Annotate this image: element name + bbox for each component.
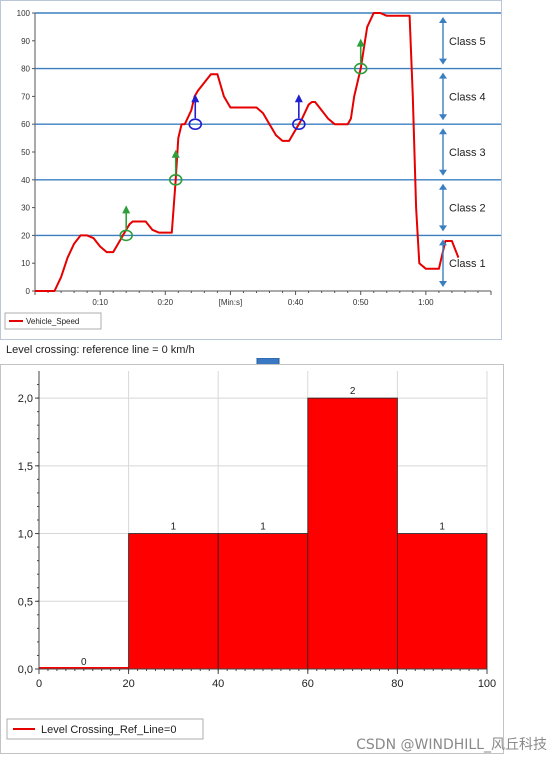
crossing-marker [188,118,203,130]
y-tick-label: 0 [26,287,31,296]
level-crossing-panel: 0 1 1 2 1 0,0 0,5 1,0 1,5 2,0 0 20 40 60 80 100 Level Cr… [0,364,504,754]
histogram-bar [396,533,488,670]
x-tick-label: 0:20 [157,298,173,307]
class-range-arrow-head-icon [439,169,447,176]
class-label: Class 3 [449,147,486,159]
x-tick-label: 0 [36,678,42,690]
chart-caption: Level crossing: reference line = 0 km/h [6,344,195,356]
up-arrow-head-icon [171,149,180,158]
class-range-arrow-head-icon [439,183,447,190]
y-tick-label: 0,0 [18,664,33,676]
class-range-arrow-head-icon [439,128,447,135]
y-tick-label: 80 [21,65,30,74]
class-label: Class 1 [449,258,486,270]
bar-value-label: 1 [260,522,266,533]
bar-value-label: 2 [350,386,356,397]
class-range-arrow-head-icon [439,239,447,246]
histogram-bar [128,533,219,670]
speed-chart-panel: 0 10 20 30 40 50 60 70 80 90 100 0:10 0:20 0:40 0:50 1:… [0,0,502,340]
y-tick-label: 2,0 [18,393,33,405]
y-tick-label: 60 [21,120,30,129]
y-tick-label: 90 [21,37,30,46]
class-range-arrow-head-icon [439,225,447,232]
x-tick-label: 60 [302,678,314,690]
legend-label: Vehicle_Speed [26,317,79,326]
y-tick-label: 0,5 [18,596,33,608]
x-tick-label: 0:50 [353,298,369,307]
x-tick-label: 80 [391,678,403,690]
class-range-arrow-head-icon [439,17,447,23]
legend-box [4,312,102,330]
y-tick-label: 50 [21,148,30,157]
crossing-marker [168,174,183,186]
y-tick-label: 20 [21,231,30,240]
level-crossing-histogram: 0 1 1 2 1 0,0 0,5 1,0 1,5 2,0 0 20 40 60 80 100 Level Cr… [6,371,496,740]
class-label: Class 5 [449,36,486,48]
up-arrow-head-icon [122,205,131,214]
x-tick-label: 0:40 [288,298,304,307]
bar-value-label: 0 [81,657,87,668]
crossing-marker [292,118,306,130]
bar-value-label: 1 [171,522,177,533]
y-tick-label: 40 [21,176,30,185]
x-tick-label: 0:10 [92,298,108,307]
histogram-bar [217,533,309,670]
y-tick-label: 1,0 [18,529,33,541]
legend: Vehicle_Speed [4,312,102,330]
bar-value-label: 1 [439,522,445,533]
up-arrow-head-icon [356,38,365,47]
up-arrow-head-icon [191,94,200,103]
legend-box [6,718,204,740]
y-tick-label: 70 [21,92,30,101]
legend-label: Level Crossing_Ref_Line=0 [41,724,176,736]
class-label: Class 4 [449,91,486,103]
x-tick-label: 100 [478,678,496,690]
speed-chart: 0 10 20 30 40 50 60 70 80 90 100 0:10 0:20 0:40 0:50 1:… [4,9,501,330]
y-tick-label: 1,5 [18,461,33,473]
class-range-arrow-head-icon [439,114,447,121]
watermark: CSDN @WINDHILL_风丘科技 [356,737,547,753]
up-arrow-head-icon [294,94,303,103]
crossing-marker [119,229,133,242]
class-range-arrow-head-icon [439,72,447,79]
histogram-bar [307,397,398,670]
class-range-arrow-head-icon [439,58,447,65]
vehicle-speed-line [35,12,460,292]
x-tick-label: 20 [122,678,134,690]
class-label: Class 2 [449,203,486,215]
y-tick-label: 100 [17,9,31,18]
y-tick-label: 30 [21,204,30,213]
x-tick-label: 1:00 [418,298,434,307]
x-tick-label: 40 [212,678,224,690]
x-axis-unit-label: [Min:s] [219,298,243,307]
y-tick-label: 10 [21,259,30,268]
crossing-marker [353,62,368,75]
legend: Level Crossing_Ref_Line=0 [6,718,204,740]
class-range-arrow-head-icon [439,281,447,287]
